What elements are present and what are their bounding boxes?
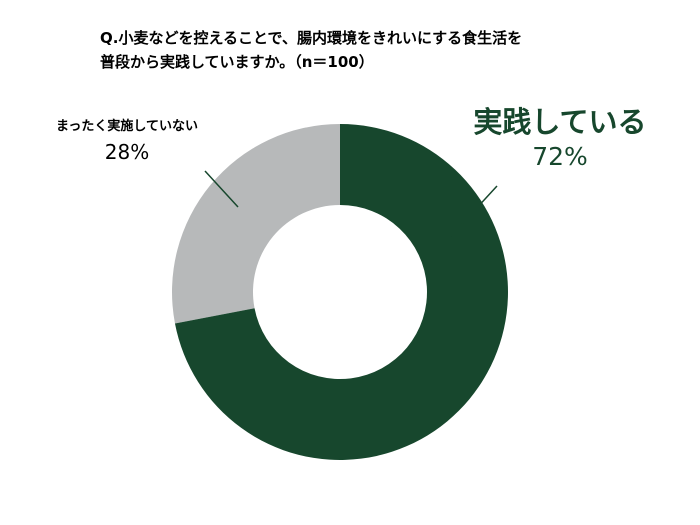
segment-label-not-practicing: まったく実施していない 28% <box>38 119 216 164</box>
chart-title-line1: Q.小麦などを控えることで、腸内環境をきれいにする食生活を <box>100 29 523 47</box>
donut-segment-not-practicing <box>171 123 340 324</box>
segment-label-not-practicing-pct: 28% <box>104 139 150 164</box>
segment-label-not-practicing-text: まったく実施していない <box>55 119 199 134</box>
chart-title: Q.小麦などを控えることで、腸内環境をきれいにする食生活を 普段から実践していま… <box>100 26 522 74</box>
segment-label-practicing: 実践している 72% <box>452 105 668 172</box>
leader-line-not-practicing <box>204 170 239 208</box>
segment-label-practicing-pct: 72% <box>532 142 588 172</box>
leader-line-practicing <box>450 185 498 237</box>
segment-label-practicing-text: 実践している <box>473 105 647 139</box>
donut-segment-practicing <box>174 124 508 460</box>
chart-title-line2: 普段から実践していますか。（n＝100） <box>100 53 374 71</box>
